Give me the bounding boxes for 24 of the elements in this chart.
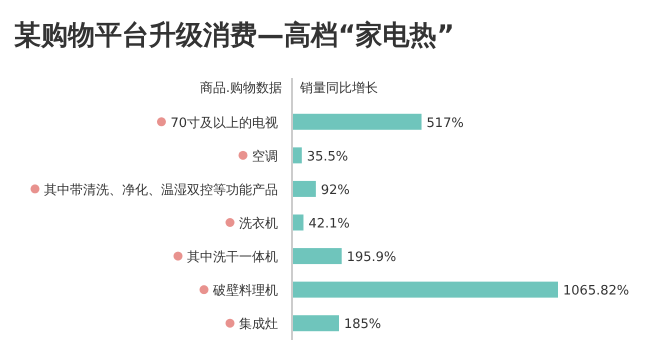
y-tick-label: 70寸及以上的电视 [170, 116, 278, 131]
y-tick-label: 集成灶 [239, 317, 278, 332]
bar [293, 180, 316, 197]
y-tick-label: 洗衣机 [239, 216, 278, 232]
data-label: 42.1% [308, 216, 350, 232]
chart-title: 某购物平台升级消费—高档“家电热” [14, 20, 454, 51]
data-label: 195.9% [346, 250, 396, 266]
bar [293, 114, 422, 130]
data-label: 185% [344, 317, 382, 332]
data-label: 1065.82% [563, 284, 630, 299]
y-tick-label: 其中带清洗、净化、温湿双控等功能产品 [44, 182, 278, 198]
y-tick-label: 其中洗干一体机 [187, 250, 278, 266]
x-axis-title: 销量同比增长 [299, 81, 378, 96]
bar [293, 282, 558, 298]
y-tick-label: 空调 [252, 149, 278, 164]
data-label: 92% [320, 182, 350, 198]
bar [293, 214, 304, 230]
data-label: 35.5% [306, 149, 348, 164]
bar [293, 147, 302, 164]
data-label: 517% [426, 116, 464, 131]
y-axis-title: 商品.购物数据 [200, 81, 282, 96]
y-tick-label: 破壁料理机 [212, 284, 278, 299]
bar [293, 315, 339, 332]
bar [293, 248, 342, 264]
